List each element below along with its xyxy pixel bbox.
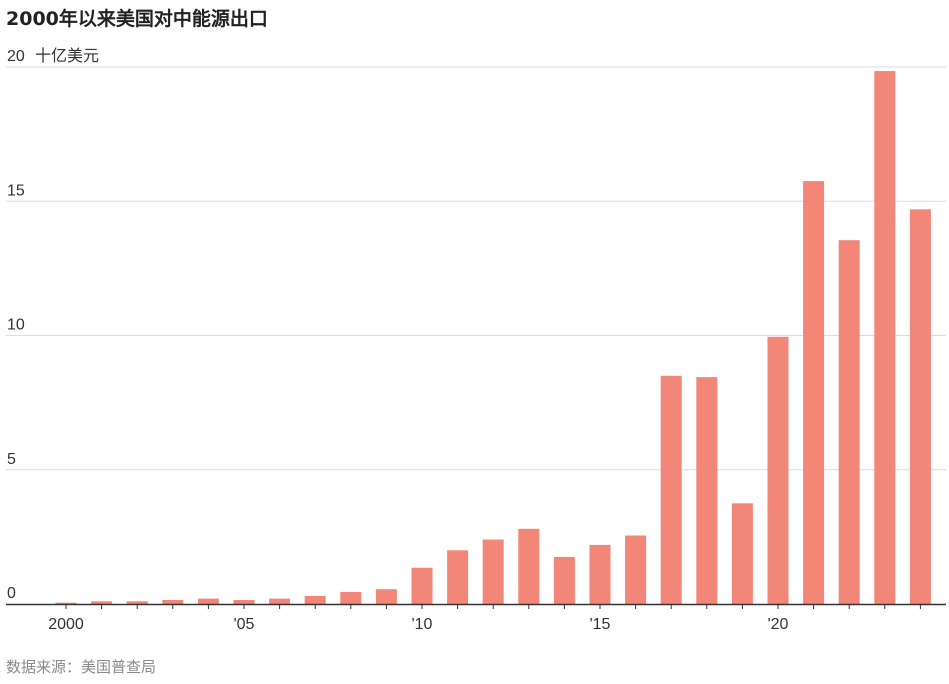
y-unit-label: 十亿美元 [35, 46, 99, 65]
bar-2015 [589, 544, 611, 604]
bar-2014 [553, 557, 575, 604]
bar-2001 [91, 601, 113, 604]
bar-2019 [731, 503, 753, 604]
y-tick-label: 5 [7, 451, 16, 468]
x-tick-label: '15 [590, 616, 611, 633]
bar-2011 [447, 550, 469, 604]
source-note: 数据来源：美国普查局 [6, 658, 157, 676]
y-tick-label: 10 [7, 317, 25, 334]
bar-2008 [340, 591, 362, 604]
bar-2022 [838, 240, 860, 604]
bar-2018 [696, 377, 718, 604]
bar-2000 [55, 602, 77, 604]
bar-2024 [909, 209, 931, 604]
bar-2007 [304, 595, 326, 604]
x-tick-label: '10 [412, 616, 433, 633]
bar-2002 [126, 601, 148, 604]
bar-2016 [625, 535, 647, 604]
bar-2021 [803, 181, 825, 605]
bar-2006 [269, 598, 291, 604]
y-tick-label: 15 [7, 182, 25, 199]
bar-2020 [767, 336, 789, 604]
bars [55, 71, 931, 605]
y-tick-label: 0 [7, 585, 16, 602]
bar-2013 [518, 528, 540, 604]
bar-chart: 0 5 10 15 20 十亿美元 2000 '05 '10 '15 '20 [6, 46, 946, 633]
x-axis: 2000 '05 '10 '15 '20 [6, 603, 946, 633]
bar-2023 [874, 71, 896, 605]
bar-2009 [375, 589, 397, 604]
bar-2004 [197, 598, 219, 604]
x-tick-label: '20 [768, 616, 789, 633]
gridlines [6, 66, 946, 471]
bar-2003 [162, 599, 184, 604]
bar-2017 [660, 375, 682, 604]
chart-title: 2000年以来美国对中能源出口 [6, 8, 268, 30]
y-axis-ticks: 0 5 10 15 20 十亿美元 [7, 46, 99, 602]
y-tick-label: 20 [7, 48, 25, 65]
x-tick-label: 2000 [48, 616, 84, 633]
bar-2012 [482, 539, 504, 604]
x-tick-label: '05 [234, 616, 255, 633]
bar-2010 [411, 567, 433, 604]
bar-2005 [233, 599, 255, 604]
